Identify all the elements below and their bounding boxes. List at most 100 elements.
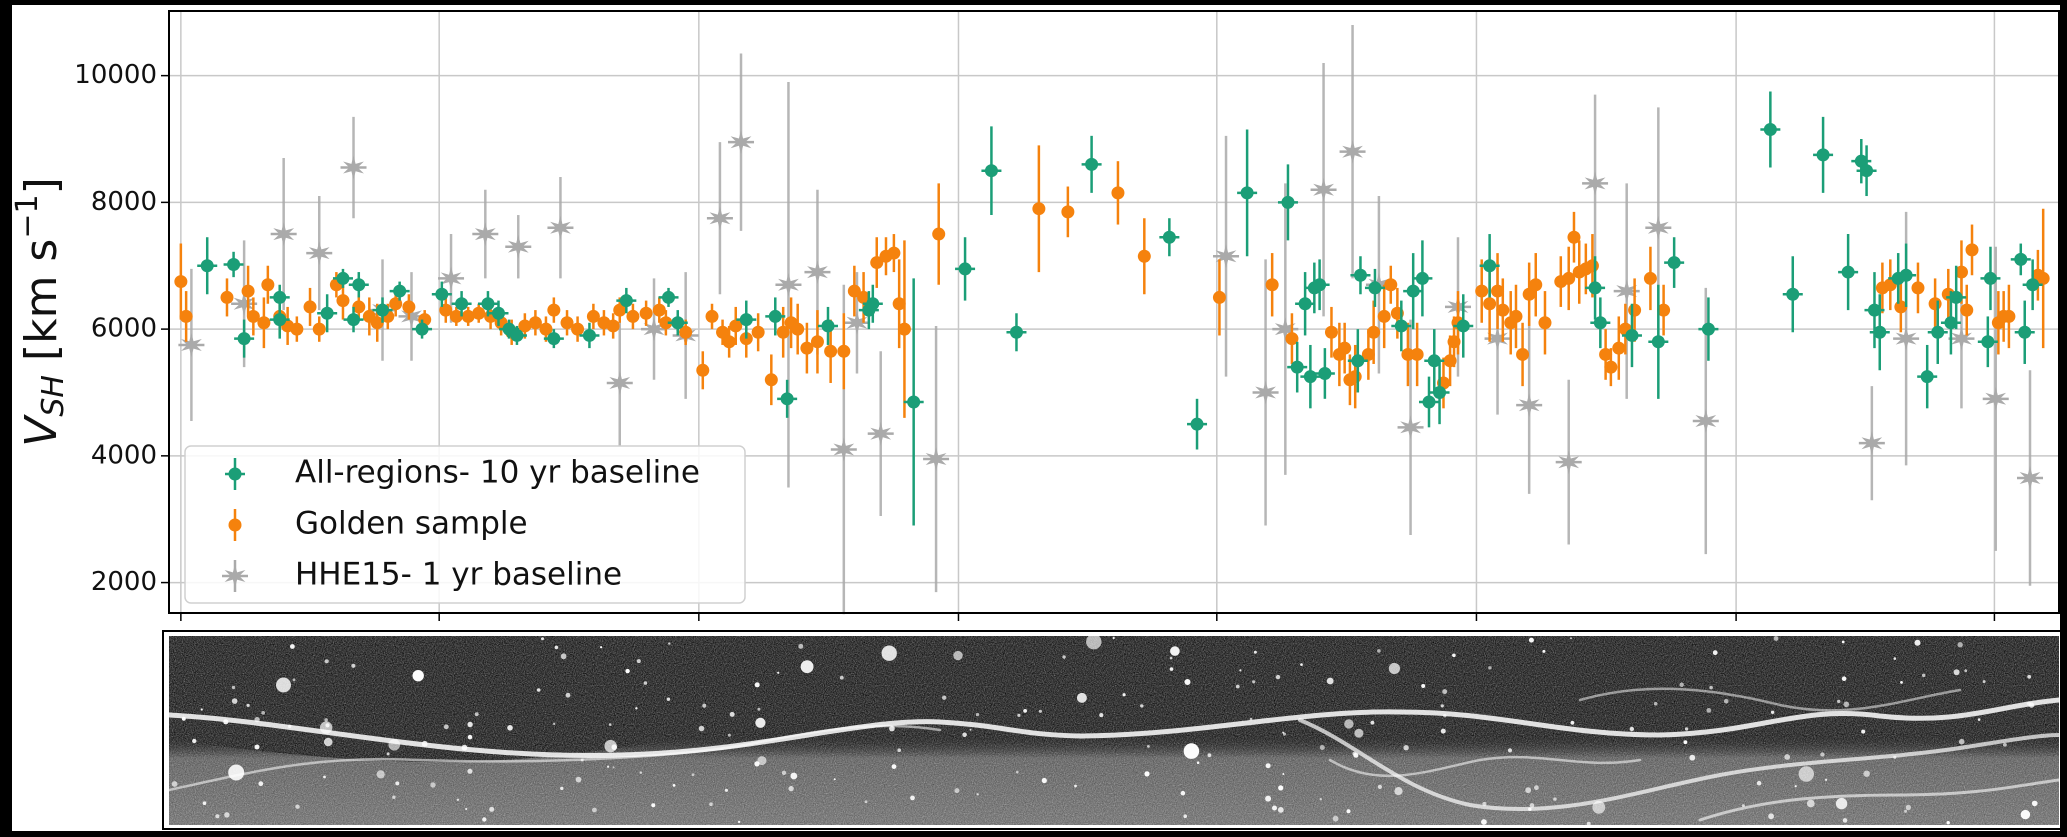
star <box>1181 791 1186 796</box>
star <box>1525 787 1531 793</box>
point <box>1378 310 1391 323</box>
star <box>755 682 760 687</box>
star <box>1074 785 1077 788</box>
point <box>1411 348 1424 361</box>
point <box>791 323 804 336</box>
star <box>1016 771 1019 774</box>
point <box>1900 269 1913 282</box>
star <box>1278 807 1284 813</box>
star <box>541 637 544 640</box>
star <box>323 776 326 779</box>
star <box>1441 704 1444 707</box>
star <box>1959 739 1965 745</box>
point <box>1981 335 1994 348</box>
star <box>644 681 648 685</box>
y-tick-label: 8000 <box>91 187 157 217</box>
star <box>728 734 731 737</box>
point <box>1644 272 1657 285</box>
star <box>1113 637 1115 639</box>
point <box>837 345 850 358</box>
star <box>1347 809 1351 813</box>
y-label-subscript: SH <box>36 375 71 417</box>
point <box>1085 158 1098 171</box>
point <box>1433 386 1446 399</box>
point <box>1281 196 1294 209</box>
star <box>754 761 759 766</box>
star <box>953 651 962 660</box>
star <box>865 800 868 803</box>
star <box>1278 785 1283 790</box>
star <box>592 808 597 813</box>
y-label-unit: [km s <box>16 239 67 375</box>
star <box>1795 785 1797 787</box>
star <box>2003 743 2007 747</box>
page: {"chart_data": {"type": "scatter", "y_la… <box>0 0 2067 837</box>
point <box>866 297 879 310</box>
point <box>1496 304 1509 317</box>
star <box>1689 755 1695 761</box>
star <box>232 686 235 689</box>
star <box>1947 821 1950 824</box>
star <box>1983 680 1986 683</box>
star <box>223 719 228 724</box>
star <box>2029 702 2034 707</box>
star <box>1394 787 1402 795</box>
star <box>699 726 705 732</box>
star <box>1807 800 1815 808</box>
point <box>376 304 389 317</box>
star <box>600 646 602 648</box>
star <box>467 769 472 774</box>
y-label-exponent: −1 <box>10 194 45 238</box>
star <box>224 812 229 817</box>
star <box>1327 678 1334 685</box>
star <box>1861 730 1865 734</box>
point <box>1351 354 1364 367</box>
star <box>755 718 765 728</box>
star <box>889 726 895 732</box>
star <box>1904 810 1907 813</box>
star <box>1706 708 1711 713</box>
point <box>1586 259 1599 272</box>
star <box>467 722 472 727</box>
point <box>1457 319 1470 332</box>
star <box>777 672 779 674</box>
star <box>1403 745 1408 750</box>
point <box>1354 269 1367 282</box>
star <box>413 670 424 681</box>
star <box>475 712 479 716</box>
point <box>1950 291 1963 304</box>
star <box>2032 801 2038 807</box>
star <box>561 653 567 659</box>
star <box>1774 636 1779 641</box>
star <box>725 789 728 792</box>
star <box>1042 778 1047 783</box>
point <box>1318 367 1331 380</box>
point <box>1191 418 1204 431</box>
point <box>752 326 765 339</box>
point <box>1416 272 1429 285</box>
point <box>227 258 240 271</box>
star <box>444 724 449 729</box>
star <box>1354 729 1363 738</box>
point <box>1911 281 1924 294</box>
star <box>1630 727 1634 731</box>
star <box>1208 753 1212 757</box>
point <box>898 323 911 336</box>
point <box>1842 266 1855 279</box>
star <box>607 766 609 768</box>
star <box>788 786 793 791</box>
star <box>651 803 655 807</box>
star <box>258 781 263 786</box>
star <box>2027 675 2031 679</box>
point <box>1873 326 1886 339</box>
point <box>547 332 560 345</box>
star <box>247 704 250 707</box>
star <box>1320 745 1325 750</box>
star <box>388 739 400 751</box>
star <box>1333 816 1339 822</box>
point <box>201 259 214 272</box>
star <box>1282 773 1284 775</box>
star <box>1123 693 1126 696</box>
point <box>1628 304 1641 317</box>
star <box>254 717 259 722</box>
